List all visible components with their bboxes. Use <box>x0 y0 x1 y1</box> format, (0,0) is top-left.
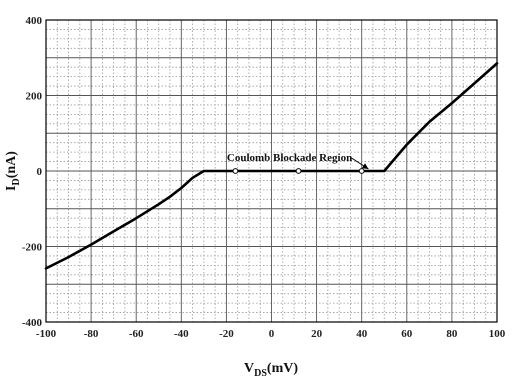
x-tick-label: -40 <box>174 328 189 340</box>
x-tick-label: 60 <box>401 328 413 340</box>
y-axis-label-unit: (nA) <box>4 151 19 179</box>
x-tick-label: 0 <box>269 328 275 340</box>
series-marker <box>358 168 365 174</box>
annotation-coulomb-blockade: Coulomb Blockade Region <box>227 152 352 164</box>
series-line <box>44 62 499 270</box>
x-tick-label: 40 <box>356 328 368 340</box>
x-axis-label-unit: (mV) <box>267 361 298 376</box>
x-tick-label: -100 <box>36 328 57 340</box>
x-tick-label: -80 <box>84 328 99 340</box>
x-tick-label: -60 <box>129 328 144 340</box>
y-tick-label: -400 <box>22 317 43 329</box>
x-tick-labels: -100 -80 -60 -40 -20 0 20 40 60 80 100 <box>36 328 506 340</box>
y-tick-label: 400 <box>26 15 43 27</box>
y-tick-labels: -400 -200 0 200 400 <box>22 15 43 329</box>
y-axis-label-subscript: D <box>11 178 22 185</box>
series-marker <box>295 168 302 174</box>
series-marker <box>232 168 239 174</box>
series-markers <box>232 168 365 174</box>
y-tick-label: 200 <box>26 91 43 103</box>
x-axis-label-main: V <box>244 361 254 376</box>
x-tick-label: 20 <box>311 328 323 340</box>
y-axis-label: ID(nA) <box>4 151 22 191</box>
y-tick-label: -200 <box>22 242 43 254</box>
y-axis-label-main: I <box>4 186 19 191</box>
x-tick-label: 80 <box>446 328 458 340</box>
x-axis-label-subscript: DS <box>254 368 267 379</box>
x-tick-label: 100 <box>489 328 506 340</box>
plot-frame <box>45 19 498 323</box>
major-grid <box>46 20 497 322</box>
x-tick-label: -20 <box>219 328 234 340</box>
x-axis-label: VDS(mV) <box>244 361 298 379</box>
y-tick-label: 0 <box>37 166 43 178</box>
annotation-arrowhead <box>361 163 369 169</box>
